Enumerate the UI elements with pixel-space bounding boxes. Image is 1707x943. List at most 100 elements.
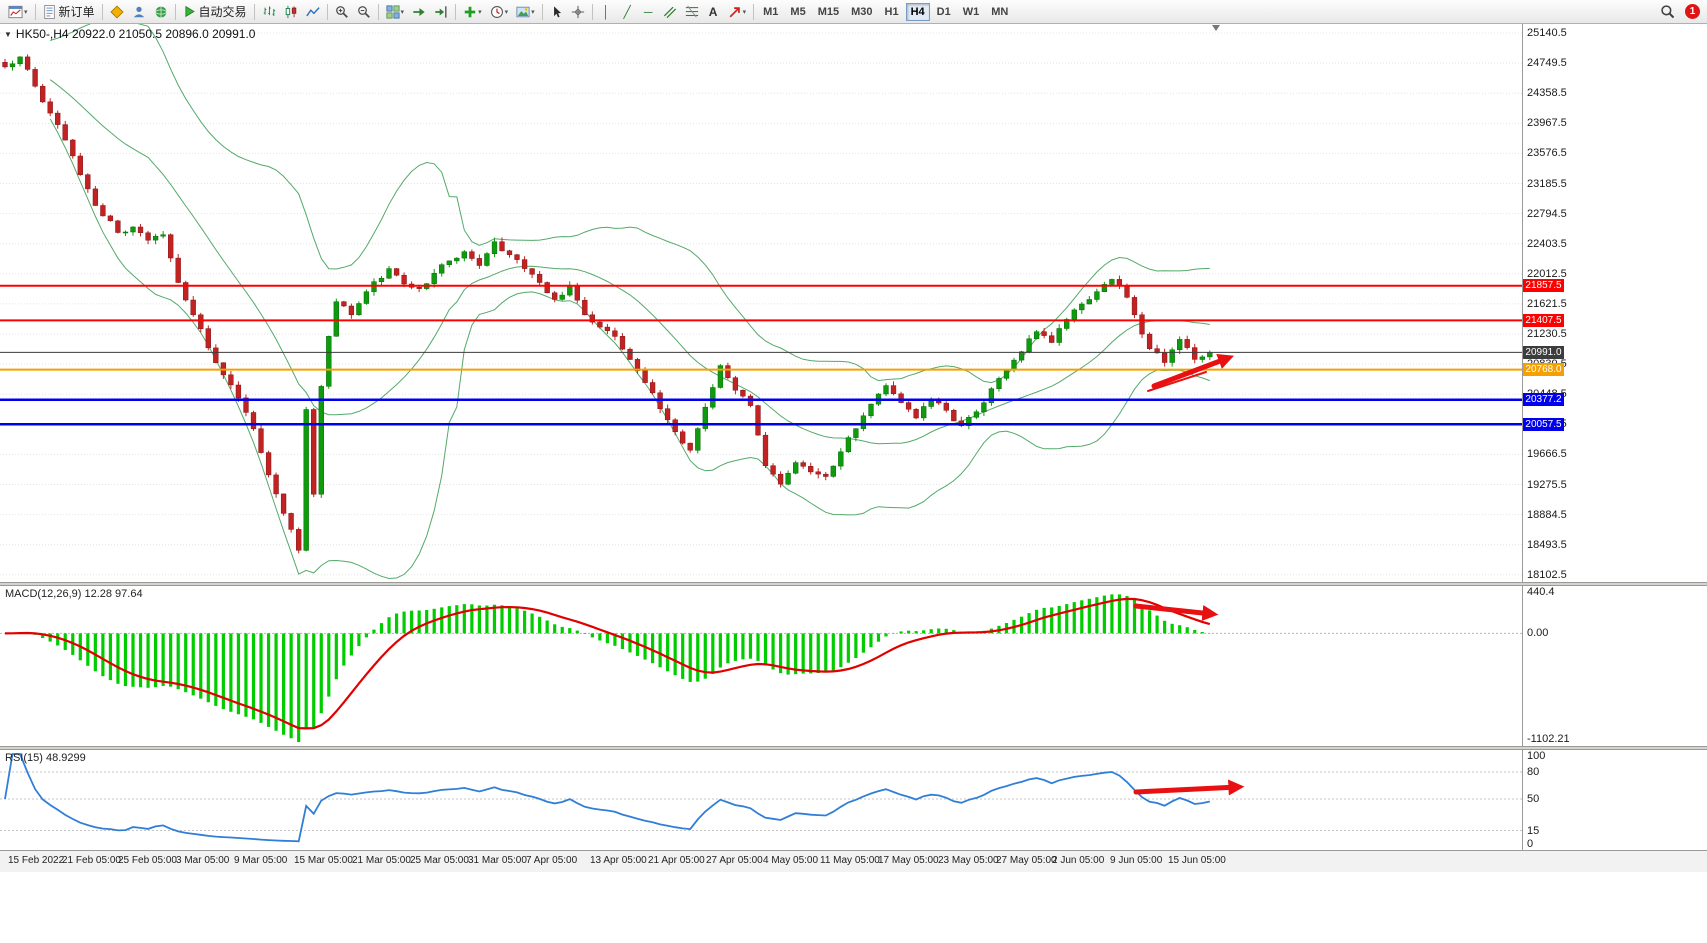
trendline-button[interactable]: ╱: [617, 2, 638, 22]
periods-button[interactable]: ▾: [486, 2, 513, 22]
trend-arrow-annotation[interactable]: [1133, 603, 1219, 621]
autotrade-group: 自动交易: [179, 0, 251, 23]
cursor-group: [546, 0, 589, 23]
main-chart-panel[interactable]: ▼ HK50-,H4 20922.0 21050.5 20896.0 20991…: [0, 24, 1707, 582]
rsi-line: [4, 753, 1210, 843]
bar-chart-button[interactable]: [258, 2, 280, 22]
line-chart-icon: [305, 5, 320, 19]
strategy-tester-button[interactable]: [150, 2, 172, 22]
autotrading-icon: [183, 5, 196, 18]
market-watch-button[interactable]: [128, 2, 150, 22]
time-axis-label: 15 Jun 05:00: [1168, 855, 1226, 866]
time-axis-label: 13 Apr 05:00: [590, 855, 647, 866]
equidistant-channel-button[interactable]: [659, 2, 681, 22]
vertical-line-button[interactable]: │: [596, 2, 617, 22]
price-level-box: 20377.2: [1523, 393, 1564, 407]
price-level-box: 21857.5: [1523, 279, 1564, 293]
time-axis-label: 23 May 05:00: [938, 855, 999, 866]
auto-scroll-button[interactable]: [408, 2, 430, 22]
zoom-out-icon: [357, 5, 371, 19]
time-axis-label: 21 Apr 05:00: [648, 855, 705, 866]
metaeditor-button[interactable]: [106, 2, 128, 22]
tf-d1-button[interactable]: D1: [932, 3, 956, 21]
time-axis-label: 17 May 05:00: [878, 855, 939, 866]
price-axis-label: 22012.5: [1527, 267, 1567, 280]
autotrading-button[interactable]: 自动交易: [179, 2, 251, 22]
tf-w1-button[interactable]: W1: [958, 3, 985, 21]
price-axis-label: 22794.5: [1527, 207, 1567, 220]
zoom-out-button[interactable]: [353, 2, 375, 22]
indicators-icon: [463, 5, 477, 19]
time-axis-label: 27 May 05:00: [996, 855, 1057, 866]
price-axis-label: 18493.5: [1527, 538, 1567, 551]
new-order-button[interactable]: 新订单: [39, 2, 99, 22]
rsi-axis-label: 100: [1527, 750, 1546, 762]
time-axis-label: 21 Feb 05:00: [62, 855, 121, 866]
dropdown-caret: ▾: [531, 8, 535, 16]
time-axis[interactable]: 15 Feb 2022 21 Feb 05:00 25 Feb 05:00 3 Mar…: [0, 850, 1707, 872]
cursor-button[interactable]: [546, 2, 567, 22]
autotrading-button-label: 自动交易: [198, 5, 247, 19]
trend-arrow-annotation[interactable]: [1133, 779, 1245, 796]
macd-panel[interactable]: MACD(12,26,9) 12.28 97.64 440.4 0.00 -1102…: [0, 586, 1707, 746]
price-chart-svg[interactable]: [0, 24, 1522, 582]
tf-m15-button[interactable]: M15: [813, 3, 844, 21]
tf-m1-button[interactable]: M1: [758, 3, 783, 21]
candlestick-chart-button[interactable]: [280, 2, 302, 22]
periods-icon: [490, 5, 504, 19]
fibonacci-button[interactable]: [681, 2, 703, 22]
macd-svg[interactable]: [0, 586, 1522, 746]
chart-title: ▼ HK50-,H4 20922.0 21050.5 20896.0 20991…: [4, 27, 255, 41]
search-button[interactable]: [1656, 2, 1679, 22]
tf-m30-button[interactable]: M30: [846, 3, 877, 21]
arrows-button[interactable]: ▾: [724, 2, 751, 22]
new-chart-button[interactable]: ▾: [4, 2, 32, 22]
tf-h4-button[interactable]: H4: [905, 2, 930, 21]
price-axis-label: 19275.5: [1527, 478, 1567, 491]
trend-arrow-annotation[interactable]: [1151, 353, 1234, 389]
price-axis-label: 23185.5: [1527, 177, 1567, 190]
time-axis-label: 31 Mar 05:00: [468, 855, 527, 866]
cursor-icon: [550, 5, 563, 19]
dropdown-caret: ▾: [742, 8, 747, 16]
timeframe-group: M1 M5 M15 M30 H1 H4 D1 W1 MN: [757, 0, 1014, 23]
toolbar-separator: [541, 3, 543, 20]
time-axis-label: 15 Mar 05:00: [294, 855, 353, 866]
tf-h1-button[interactable]: H1: [880, 3, 904, 21]
panel-separator-2[interactable]: [0, 746, 1707, 750]
rsi-svg[interactable]: [0, 750, 1522, 850]
tf-h4-button-label: H4: [910, 5, 925, 18]
grid-layer: [0, 32, 1522, 576]
chart-shift-marker[interactable]: [1212, 25, 1220, 31]
chart-shift-button[interactable]: [430, 2, 452, 22]
indicators-button[interactable]: ▾: [459, 2, 486, 22]
macd-axis-border: [1522, 586, 1523, 746]
text-button[interactable]: A: [703, 2, 724, 22]
toolbar-separator: [455, 3, 457, 20]
rsi-panel[interactable]: RSI(15) 48.9299 100 80 50 15 0: [0, 750, 1707, 850]
line-chart-button[interactable]: [302, 2, 324, 22]
zoom-group: [331, 0, 375, 23]
tf-m15-button-label: M15: [817, 5, 840, 18]
notifications-badge[interactable]: 1: [1685, 4, 1700, 19]
apps-group: [106, 0, 172, 23]
templates-button[interactable]: ▾: [512, 2, 539, 22]
market-watch-icon: [132, 5, 146, 19]
tf-m5-button[interactable]: M5: [785, 3, 810, 21]
crosshair-button[interactable]: [567, 2, 589, 22]
horizontal-line-button[interactable]: ─: [638, 2, 659, 22]
crosshair-icon: [571, 5, 585, 19]
tf-mn-button[interactable]: MN: [986, 3, 1013, 21]
price-level-box: 21407.5: [1523, 313, 1564, 327]
rsi-label: RSI(15) 48.9299: [5, 752, 86, 764]
price-axis-label: 18884.5: [1527, 508, 1567, 521]
tile-windows-button[interactable]: ▾: [382, 2, 409, 22]
trendline-annotation[interactable]: [1147, 371, 1207, 392]
dropdown-caret: ▾: [400, 8, 405, 16]
panel-separator[interactable]: [0, 582, 1707, 586]
time-axis-label: 4 May 05:00: [763, 855, 819, 866]
auto-scroll-icon: [412, 5, 426, 19]
zoom-in-button[interactable]: [331, 2, 353, 22]
one-click-trading-toggle[interactable]: ▼: [4, 29, 12, 39]
